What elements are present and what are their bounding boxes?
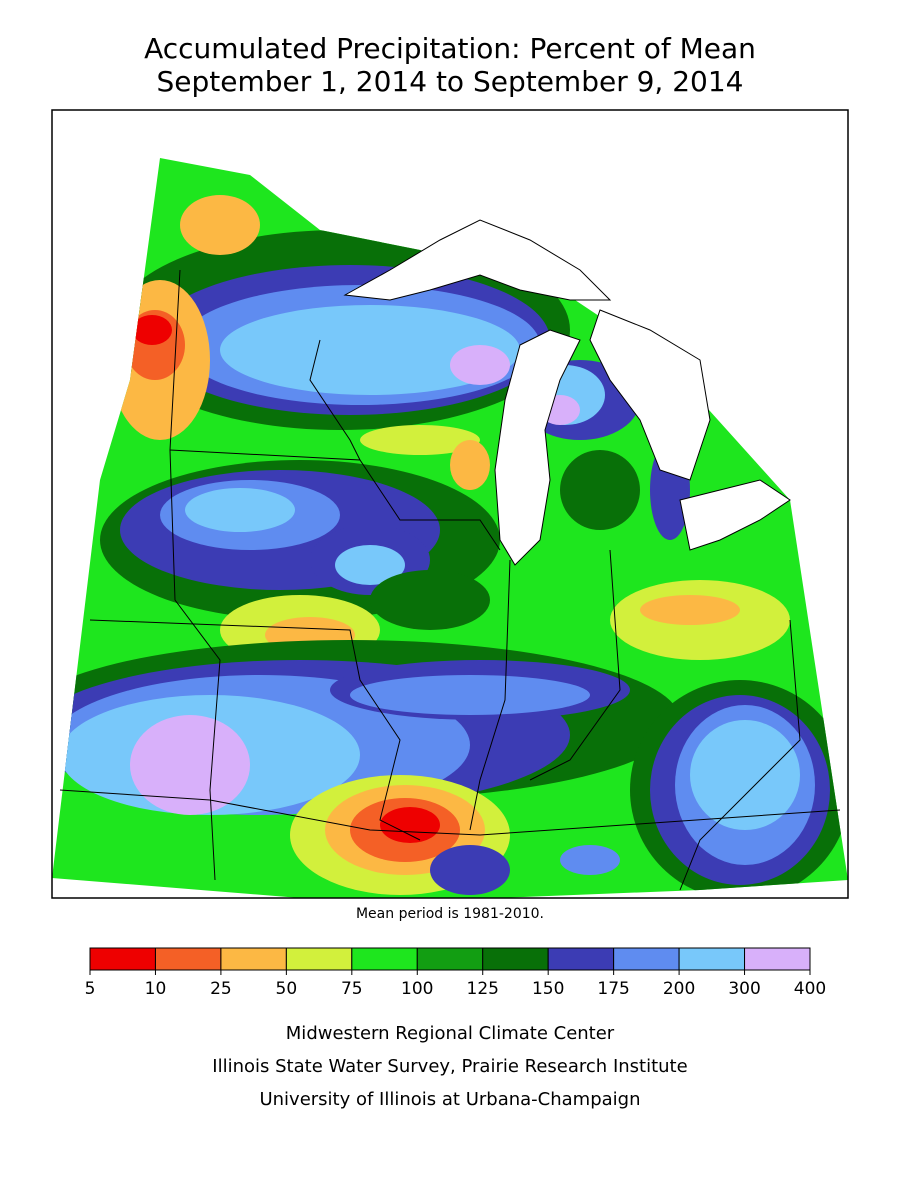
legend-tick-label: 75	[341, 979, 363, 999]
legend-tick-label: 400	[794, 979, 826, 999]
precip-region	[690, 720, 800, 830]
legend-tick-label: 25	[210, 979, 232, 999]
note: Mean period is 1981-2010.	[356, 906, 544, 922]
lakes	[343, 219, 791, 566]
credit: Illinois State Water Survey, Prairie Res…	[212, 1056, 687, 1077]
precip-region	[360, 425, 480, 455]
credit: Midwestern Regional Climate Center	[286, 1023, 615, 1044]
precip-region	[185, 488, 295, 532]
legend-swatch	[89, 947, 156, 971]
precip-region	[430, 845, 510, 895]
state-lines	[59, 269, 841, 891]
credit: University of Illinois at Urbana-Champai…	[259, 1089, 640, 1110]
legend-tick-label: 175	[597, 979, 629, 999]
legend-tick-label: 125	[467, 979, 499, 999]
legend-tick-label: 100	[401, 979, 433, 999]
precip-region	[560, 845, 620, 875]
precip-region	[450, 440, 490, 490]
precip-region	[132, 315, 172, 345]
legend-tick-label: 10	[145, 979, 167, 999]
legend-swatch	[351, 947, 418, 971]
legend-swatch	[613, 947, 680, 971]
legend-tick-label: 5	[85, 979, 96, 999]
legend-swatch	[416, 947, 484, 971]
legend-swatch	[285, 947, 353, 971]
precip-region	[380, 807, 440, 843]
legend-swatch	[482, 947, 549, 971]
legend-tick-label: 300	[728, 979, 760, 999]
legend-tick-label: 150	[532, 979, 564, 999]
legend-tick-label: 200	[663, 979, 695, 999]
precip-region	[370, 570, 490, 630]
legend-swatch	[678, 947, 746, 971]
precip-region	[560, 450, 640, 530]
legend-swatch	[744, 947, 811, 971]
precip-region	[180, 195, 260, 255]
legend-swatch	[154, 947, 222, 971]
legend: 5 10 25 50 75 100 125 150 175 200 300 400	[85, 947, 826, 999]
legend-swatch	[547, 947, 615, 971]
precip-region	[335, 545, 405, 585]
legend-tick-label: 50	[276, 979, 298, 999]
legend-swatch	[220, 947, 287, 971]
precip-region	[640, 595, 740, 625]
title-line: September 1, 2014 to September 9, 2014	[157, 65, 744, 98]
map-frame	[51, 109, 849, 899]
precip-region	[350, 675, 590, 715]
title-line: Accumulated Precipitation: Percent of Me…	[144, 32, 756, 65]
precip-region	[450, 345, 510, 385]
precip-region	[130, 715, 250, 815]
precip-region	[220, 305, 520, 395]
